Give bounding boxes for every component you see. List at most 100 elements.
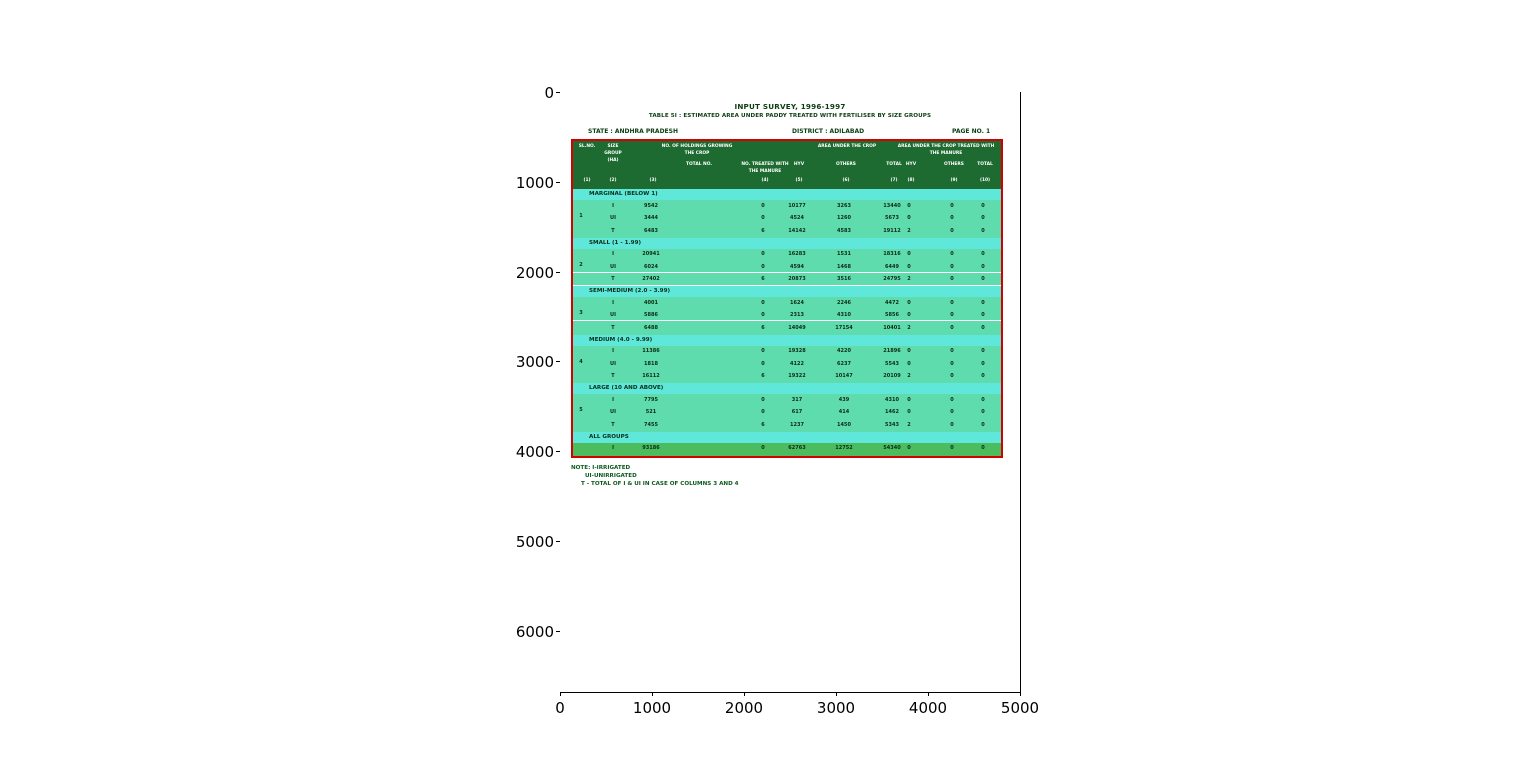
row-c8-3-1: 0 <box>907 360 911 367</box>
row-c6-1-1: 1468 <box>837 263 851 270</box>
row-c4-0-2: 6 <box>761 227 765 234</box>
row-c7-0-0: 13440 <box>883 202 901 209</box>
row-c10-4-1: 0 <box>981 409 985 415</box>
row-c5-3-0: 19328 <box>788 348 806 354</box>
xtick-label-5000: 5000 <box>1000 699 1040 717</box>
ytick-mark-3000 <box>556 361 560 362</box>
header-trt-hyv: HYV <box>905 162 917 167</box>
row-c9-0-0: 0 <box>950 202 954 209</box>
all-groups-data-band <box>573 442 1001 456</box>
xtick-label-1000: 1000 <box>632 699 672 717</box>
group-label-3: MEDIUM (4.0 - 9.99) <box>589 336 653 343</box>
row-c10-4-2: 0 <box>981 421 985 428</box>
row-type-3-2: T <box>611 373 615 379</box>
row-c10-0-1: 0 <box>981 215 985 221</box>
row-c7-3-2: 20109 <box>883 373 901 379</box>
row-c6-3-2: 10147 <box>835 373 853 379</box>
row-type-0-1: UI <box>610 215 616 221</box>
footnote-line-2: UI-UNIRRIGATED <box>585 473 637 480</box>
row-c5-0-2: 14142 <box>788 227 806 234</box>
row-type-2-2: T <box>611 324 615 331</box>
group-label-band-0 <box>573 189 1001 200</box>
row-c7-1-0: 18316 <box>883 251 901 257</box>
row-c4-5-0: 0 <box>761 445 765 451</box>
row-c10-5-0: 0 <box>981 445 985 451</box>
ytick-label-2000: 2000 <box>515 264 554 282</box>
header-colnum-7: (7) <box>890 178 898 183</box>
header-colnum-10: (10) <box>979 178 991 183</box>
group-label-band-3 <box>573 334 1001 346</box>
row-c5-4-0: 317 <box>791 396 803 403</box>
row-c3-3-2: 16112 <box>642 373 660 379</box>
row-c7-4-2: 5343 <box>885 421 899 428</box>
row-c4-3-0: 0 <box>761 348 765 354</box>
row-c10-4-0: 0 <box>981 396 985 403</box>
row-c8-4-1: 0 <box>907 409 911 415</box>
scan-artifact-line-2 <box>573 319 1001 321</box>
header-colnum-8: (8) <box>907 178 915 183</box>
row-c10-3-1: 0 <box>981 360 985 367</box>
row-c10-2-0: 0 <box>981 299 985 306</box>
axes-spine-right <box>1020 92 1021 692</box>
row-c8-1-0: 0 <box>907 251 911 257</box>
row-c10-0-2: 0 <box>981 227 985 234</box>
row-c3-0-2: 6483 <box>644 227 658 234</box>
row-c7-2-1: 5856 <box>885 312 899 318</box>
row-c6-0-1: 1260 <box>837 215 851 221</box>
row-c5-4-2: 1237 <box>790 421 804 428</box>
row-c6-1-0: 1531 <box>837 251 851 257</box>
group-label-4: LARGE (10 AND ABOVE) <box>589 385 664 392</box>
row-c5-0-0: 10177 <box>788 202 806 209</box>
row-c6-5-0: 12752 <box>835 445 853 451</box>
table-footnote: NOTE: I-IRRIGATED UI-UNIRRIGATED T - TOT… <box>571 464 739 489</box>
row-c6-4-0: 439 <box>838 396 850 403</box>
header-colnum-3: (3) <box>649 178 657 183</box>
group-label-5: ALL GROUPS <box>589 433 629 440</box>
row-serial-number-4: 5 <box>579 407 583 413</box>
row-c3-2-1: 5886 <box>644 312 658 318</box>
row-c8-2-0: 0 <box>907 299 911 306</box>
group-data-band-0 <box>573 200 1001 238</box>
table-bounding-box <box>571 139 1003 458</box>
row-c3-1-1: 6024 <box>644 263 658 270</box>
row-c7-4-1: 1462 <box>885 409 899 415</box>
row-c4-1-1: 0 <box>761 263 765 270</box>
header-trt-tot: TOTAL <box>977 162 993 167</box>
row-c10-2-2: 0 <box>981 324 985 331</box>
row-c9-3-1: 0 <box>950 360 954 367</box>
group-data-band-2 <box>573 297 1001 335</box>
row-type-4-2: T <box>611 421 615 428</box>
row-c4-2-1: 0 <box>761 312 765 318</box>
row-c9-3-2: 0 <box>950 373 954 379</box>
row-c4-1-2: 6 <box>761 276 765 282</box>
row-c4-4-2: 6 <box>761 421 765 428</box>
row-c3-0-1: 3444 <box>644 215 658 221</box>
ytick-label-3000: 3000 <box>515 353 554 371</box>
ytick-label-5000: 5000 <box>515 533 554 551</box>
row-c8-4-2: 2 <box>907 421 911 428</box>
row-c7-4-0: 4310 <box>885 396 899 403</box>
row-c7-3-0: 21896 <box>883 348 901 354</box>
row-type-3-1: UI <box>610 360 616 367</box>
row-c4-1-0: 0 <box>761 251 765 257</box>
row-type-5-0: I <box>612 445 614 451</box>
row-serial-number-0: 1 <box>579 213 583 219</box>
row-c6-0-2: 4583 <box>837 227 851 234</box>
xtick-label-2000: 2000 <box>724 699 764 717</box>
row-c3-2-0: 4001 <box>644 299 658 306</box>
row-c10-3-0: 0 <box>981 348 985 354</box>
header-colnum-5: (5) <box>795 178 803 183</box>
xtick-mark-0 <box>560 692 561 696</box>
row-c8-3-0: 0 <box>907 348 911 354</box>
group-label-2: SEMI-MEDIUM (2.0 - 3.99) <box>589 288 671 295</box>
header-trt-span2: THE MANURE <box>929 151 963 156</box>
row-serial-number-3: 4 <box>579 358 583 365</box>
row-c5-3-1: 4122 <box>790 360 804 367</box>
row-c6-2-2: 17154 <box>835 324 853 331</box>
row-c6-4-1: 414 <box>838 409 850 415</box>
row-c3-3-0: 11386 <box>642 348 660 354</box>
row-c3-4-2: 7455 <box>644 421 658 428</box>
document-subtitle: TABLE 5I : ESTIMATED AREA UNDER PADDY TR… <box>648 113 932 119</box>
group-label-band-4 <box>573 383 1001 394</box>
row-c8-0-0: 0 <box>907 202 911 209</box>
